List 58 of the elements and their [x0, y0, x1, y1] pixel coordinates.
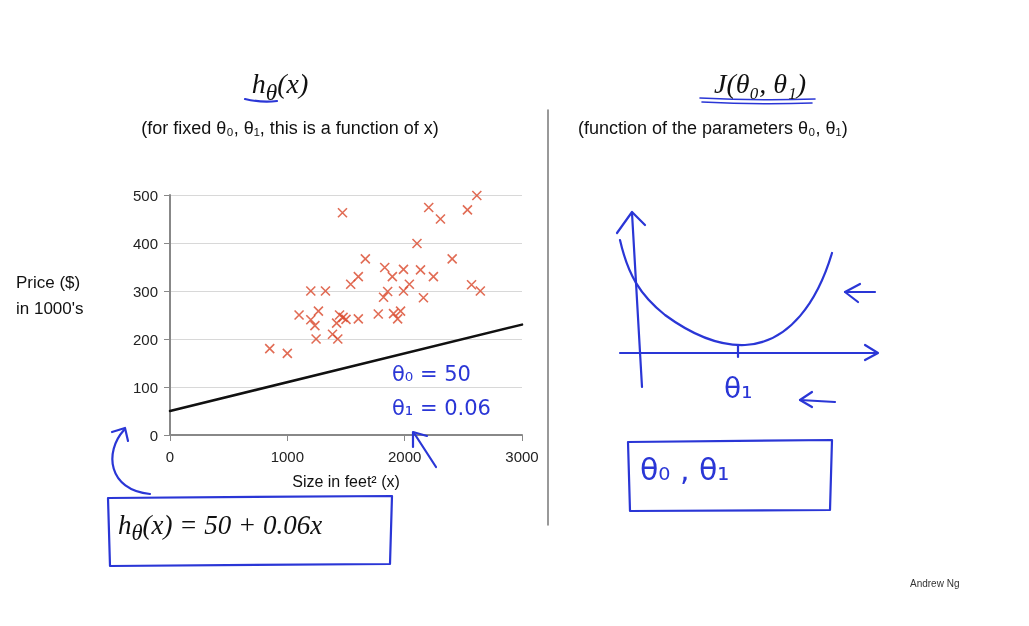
point	[423, 202, 435, 213]
point	[428, 271, 439, 282]
point	[471, 190, 483, 201]
point	[310, 333, 322, 345]
point	[411, 238, 423, 249]
point	[398, 285, 409, 297]
point	[388, 308, 399, 319]
point	[353, 271, 364, 282]
point	[337, 207, 348, 219]
point	[415, 264, 426, 276]
y-tick-label: 500	[132, 186, 158, 204]
point	[372, 308, 384, 320]
text: θ₁	[724, 372, 753, 405]
chart-subtitle: (for fixed θ₀, θ₁, this is a function of x)	[140, 118, 440, 139]
y-tick-label: 0	[149, 426, 158, 444]
point	[446, 253, 458, 265]
y-axis-title: Price ($) in 1000's	[16, 272, 84, 320]
text: θ₀ , θ₁	[640, 452, 730, 487]
point	[305, 285, 317, 297]
x-tick-label: 3000	[505, 448, 539, 465]
y-tick-label: 400	[132, 234, 158, 252]
point	[398, 264, 409, 275]
point	[382, 286, 393, 297]
point	[418, 292, 429, 304]
point	[475, 285, 486, 297]
point	[353, 313, 364, 325]
point	[378, 291, 389, 303]
text: J(θ₀, θ₁)	[712, 68, 808, 100]
point	[387, 271, 398, 282]
x-tick-label: 2000	[387, 448, 422, 465]
point	[282, 348, 293, 359]
point	[404, 278, 415, 290]
x-axis-title: Size in feet² (x)	[292, 472, 400, 490]
text: Andrew Ng	[910, 578, 960, 589]
x-tick-label: 1000	[270, 448, 305, 465]
point	[360, 253, 371, 265]
point	[264, 343, 276, 354]
point	[309, 320, 321, 331]
point	[466, 279, 477, 291]
point	[462, 204, 473, 216]
point	[305, 314, 317, 326]
y-tick-label: 300	[132, 282, 158, 300]
y-tick-label: 100	[132, 378, 158, 396]
text: h$_{θ}$(x) = 50 + 0.06x	[118, 510, 323, 547]
point	[435, 213, 446, 225]
point	[293, 309, 305, 321]
point	[320, 285, 331, 297]
y-tick-label: 200	[132, 330, 158, 348]
x-tick-label: 0	[165, 448, 175, 465]
point	[345, 278, 356, 290]
annotation: θ₀ = 50	[392, 362, 471, 386]
text: (function of the parameters θ₀, θ₁)	[578, 118, 848, 139]
annotation: θ₁ = 0.06	[392, 396, 491, 420]
point	[332, 333, 344, 345]
chart-title: h$_{θ}$(x)	[250, 68, 310, 106]
point	[327, 328, 338, 340]
point	[313, 305, 324, 317]
point	[379, 262, 391, 273]
